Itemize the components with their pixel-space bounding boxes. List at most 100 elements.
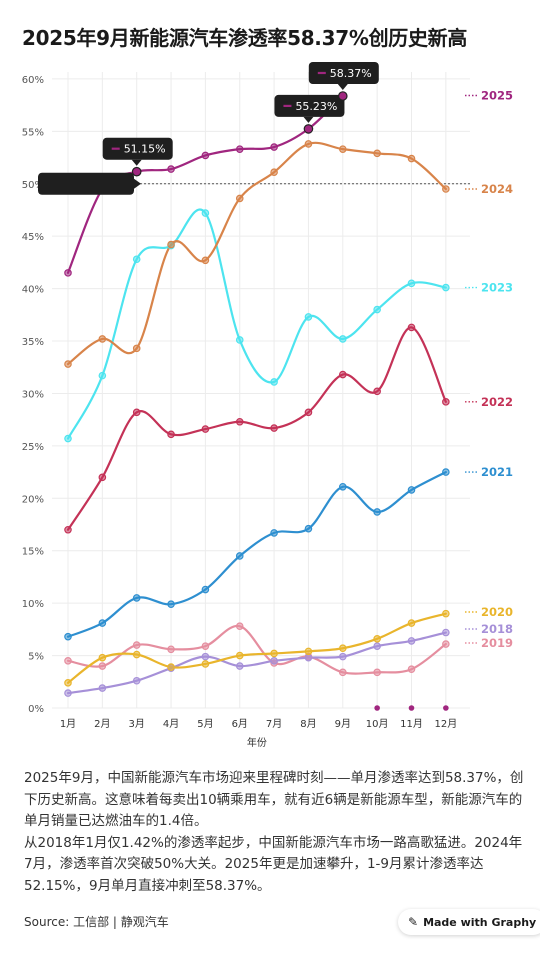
data-point-2019 [65, 658, 71, 664]
x-tick-label: 11月 [400, 718, 423, 730]
data-point-2023 [237, 337, 243, 343]
data-point-2022 [202, 426, 208, 432]
data-point-2021 [408, 487, 414, 493]
line-chart: 0% 5% 10% 15% 20% 25% 30% 35% 40% 45% 50% 55% 60% 1月… [0, 0, 540, 760]
data-point-2022 [168, 431, 174, 437]
data-point-2020 [202, 661, 208, 667]
series-line-2023 [68, 210, 446, 439]
data-point-2024 [202, 257, 208, 263]
data-point-2022 [374, 388, 380, 394]
data-point-2022 [99, 474, 105, 480]
data-point-2024 [237, 195, 243, 201]
data-point-2024 [408, 155, 414, 161]
y-tick-label: 20% [22, 494, 44, 505]
data-point-2018 [65, 690, 71, 696]
y-tick-label: 5% [28, 652, 44, 663]
callout-point [133, 167, 141, 175]
callout-pointer [303, 117, 313, 123]
empty-marker-2025 [374, 705, 380, 711]
legend-label-2019: 2019 [481, 636, 513, 650]
data-point-2023 [271, 379, 277, 385]
x-tick-label: 1月 [60, 718, 76, 730]
x-tick-label: 8月 [300, 718, 316, 730]
data-point-2023 [340, 336, 346, 342]
series-line-2022 [68, 327, 446, 529]
data-point-2024 [305, 141, 311, 147]
data-point-2021 [340, 484, 346, 490]
legend-label-2018: 2018 [481, 622, 513, 636]
data-point-2020 [340, 645, 346, 651]
description-paragraph-2: 从2018年1月仅1.42%的渗透率起步，中国新能源汽车市场一路高歌猛进。202… [24, 833, 524, 898]
data-point-2023 [202, 210, 208, 216]
made-with-graphy-badge[interactable]: ✎ Made with Graphy [398, 909, 540, 935]
series-line-2018 [68, 633, 446, 694]
callout-label: 58.37% [330, 67, 372, 80]
y-axis: 0%5%10%15%20%25%30%35%40%45%50%55%60% [22, 75, 44, 715]
data-point-2021 [168, 601, 174, 607]
data-point-2019 [237, 623, 243, 629]
y-tick-label: 45% [22, 232, 44, 243]
data-point-2021 [134, 595, 140, 601]
y-tick-label: 30% [22, 389, 44, 400]
data-point-2025 [168, 166, 174, 172]
data-point-2018 [202, 653, 208, 659]
data-point-2023 [99, 372, 105, 378]
x-tick-label: 7月 [266, 718, 282, 730]
data-point-2018 [271, 658, 277, 664]
data-point-2020 [134, 651, 140, 657]
data-point-2021 [271, 530, 277, 536]
callout-box: 55.23% [274, 95, 344, 123]
callout-group: 51.15% 55.23% 58.37% [38, 62, 379, 195]
data-point-2022 [340, 371, 346, 377]
series-line-2021 [68, 472, 446, 637]
callout-pointer [134, 179, 141, 189]
data-point-2024 [340, 146, 346, 152]
data-point-2024 [443, 186, 449, 192]
data-point-2023 [443, 284, 449, 290]
x-tick-label: 9月 [335, 718, 351, 730]
data-point-2022 [237, 419, 243, 425]
data-point-2024 [168, 241, 174, 247]
data-point-2024 [65, 361, 71, 367]
data-point-2019 [340, 669, 346, 675]
x-tick-label: 3月 [129, 718, 145, 730]
legend-label-2020: 2020 [481, 605, 513, 619]
data-point-2018 [408, 638, 414, 644]
data-point-2019 [202, 643, 208, 649]
data-point-2020 [168, 664, 174, 670]
callout-box: 51.15% [103, 138, 173, 166]
data-point-2023 [374, 306, 380, 312]
data-point-2019 [99, 663, 105, 669]
data-point-2021 [202, 586, 208, 592]
y-tick-label: 60% [22, 75, 44, 86]
y-tick-label: 15% [22, 547, 44, 558]
data-point-2022 [134, 409, 140, 415]
data-point-2023 [65, 435, 71, 441]
data-point-2020 [271, 650, 277, 656]
data-point-2022 [65, 527, 71, 533]
legend-label-2021: 2021 [481, 465, 513, 479]
y-tick-label: 10% [22, 599, 44, 610]
x-tick-label: 12月 [434, 718, 457, 730]
data-point-2023 [408, 280, 414, 286]
data-point-2022 [271, 425, 277, 431]
data-point-2025 [202, 152, 208, 158]
data-point-2021 [237, 553, 243, 559]
data-point-2021 [99, 620, 105, 626]
data-point-2019 [408, 666, 414, 672]
callout-bg [38, 173, 134, 195]
y-tick-label: 40% [22, 285, 44, 296]
callout-pointer [132, 160, 142, 166]
data-point-2018 [340, 653, 346, 659]
empty-marker-2025 [409, 705, 415, 711]
data-point-2018 [99, 685, 105, 691]
callout-point [304, 125, 312, 133]
data-point-2020 [443, 610, 449, 616]
data-point-2022 [408, 324, 414, 330]
x-tick-label: 6月 [232, 718, 248, 730]
x-axis: 1月 2月 3月 4月 5月 6月 7月 8月 9月 10月 11月 12月年份 [60, 718, 457, 749]
data-point-2024 [271, 169, 277, 175]
y-tick-label: 0% [28, 704, 44, 715]
data-point-2021 [443, 469, 449, 475]
